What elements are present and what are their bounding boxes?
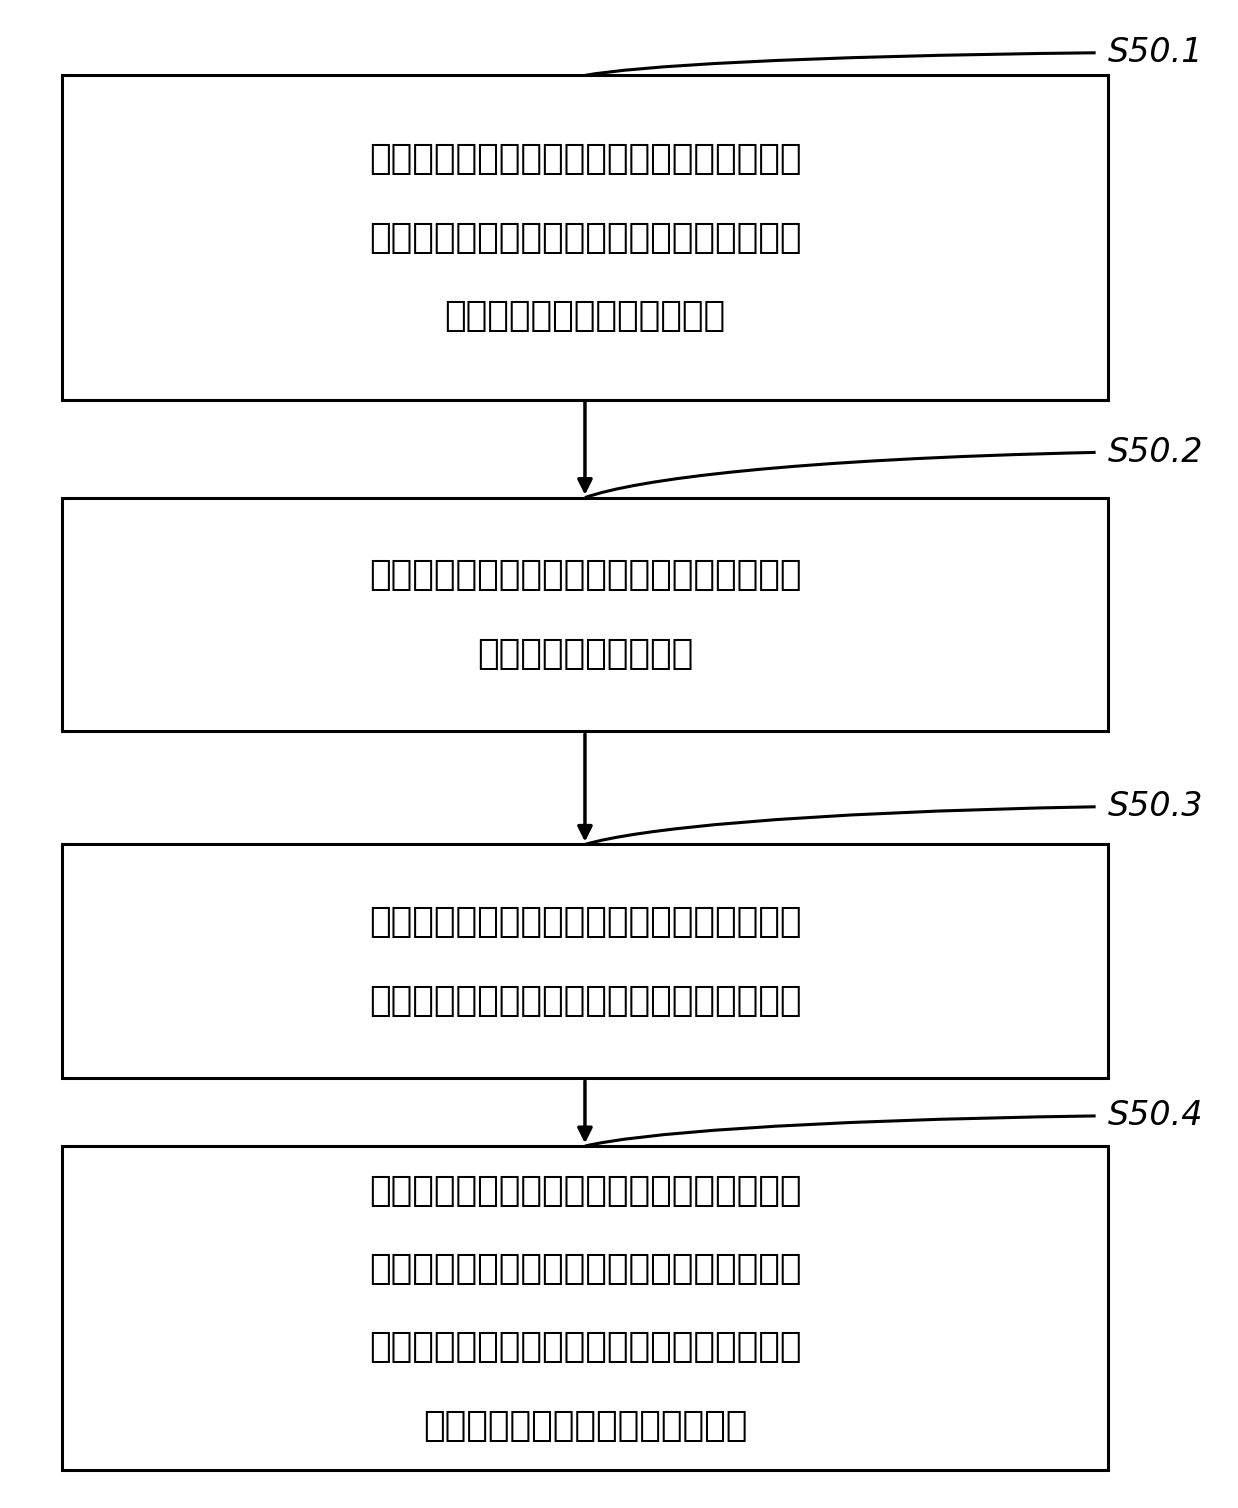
Text: 根据目的层的倒角测井资料或地震资料判断目: 根据目的层的倒角测井资料或地震资料判断目 (369, 558, 801, 593)
Text: S50.1: S50.1 (1108, 36, 1203, 69)
Text: 芯资料以及邻井资料判断目的层的流体性质和: 芯资料以及邻井资料判断目的层的流体性质和 (369, 220, 801, 255)
Text: 根据目的层所处区域内地层对比以及地区沉积: 根据目的层所处区域内地层对比以及地区沉积 (369, 905, 801, 939)
Text: 根据双侧向模拟曲线与双侧向测井曲线的相关: 根据双侧向模拟曲线与双侧向测井曲线的相关 (369, 1173, 801, 1208)
Text: 根据目的层所在井的录井资料、气测资料、取: 根据目的层所在井的录井资料、气测资料、取 (369, 142, 801, 176)
Bar (62, 844, 1108, 1078)
Text: S50.4: S50.4 (1108, 1099, 1203, 1133)
Text: 相特征判断目的层的砂体厚度在径向上的变化: 相特征判断目的层的砂体厚度在径向上的变化 (369, 983, 801, 1018)
Bar (62, 75, 1108, 400)
Text: S50.3: S50.3 (1108, 790, 1203, 823)
Text: 的层的倒角和倒角范围: 的层的倒角和倒角范围 (477, 636, 693, 671)
Text: 始的地层电阻率和初始的地层模型: 始的地层电阻率和初始的地层模型 (422, 1408, 748, 1443)
Text: 流体性质下的地层电阻率范围: 流体性质下的地层电阻率范围 (444, 299, 725, 333)
Bar (62, 1146, 1108, 1470)
Text: S50.2: S50.2 (1108, 436, 1203, 469)
Text: 角范围以及砂体厚度在径向上的变化，修改初: 角范围以及砂体厚度在径向上的变化，修改初 (369, 1330, 801, 1365)
Text: 程度，结合获得的地层电阻率范围、倒角、倒: 程度，结合获得的地层电阻率范围、倒角、倒 (369, 1252, 801, 1286)
Bar (62, 498, 1108, 731)
